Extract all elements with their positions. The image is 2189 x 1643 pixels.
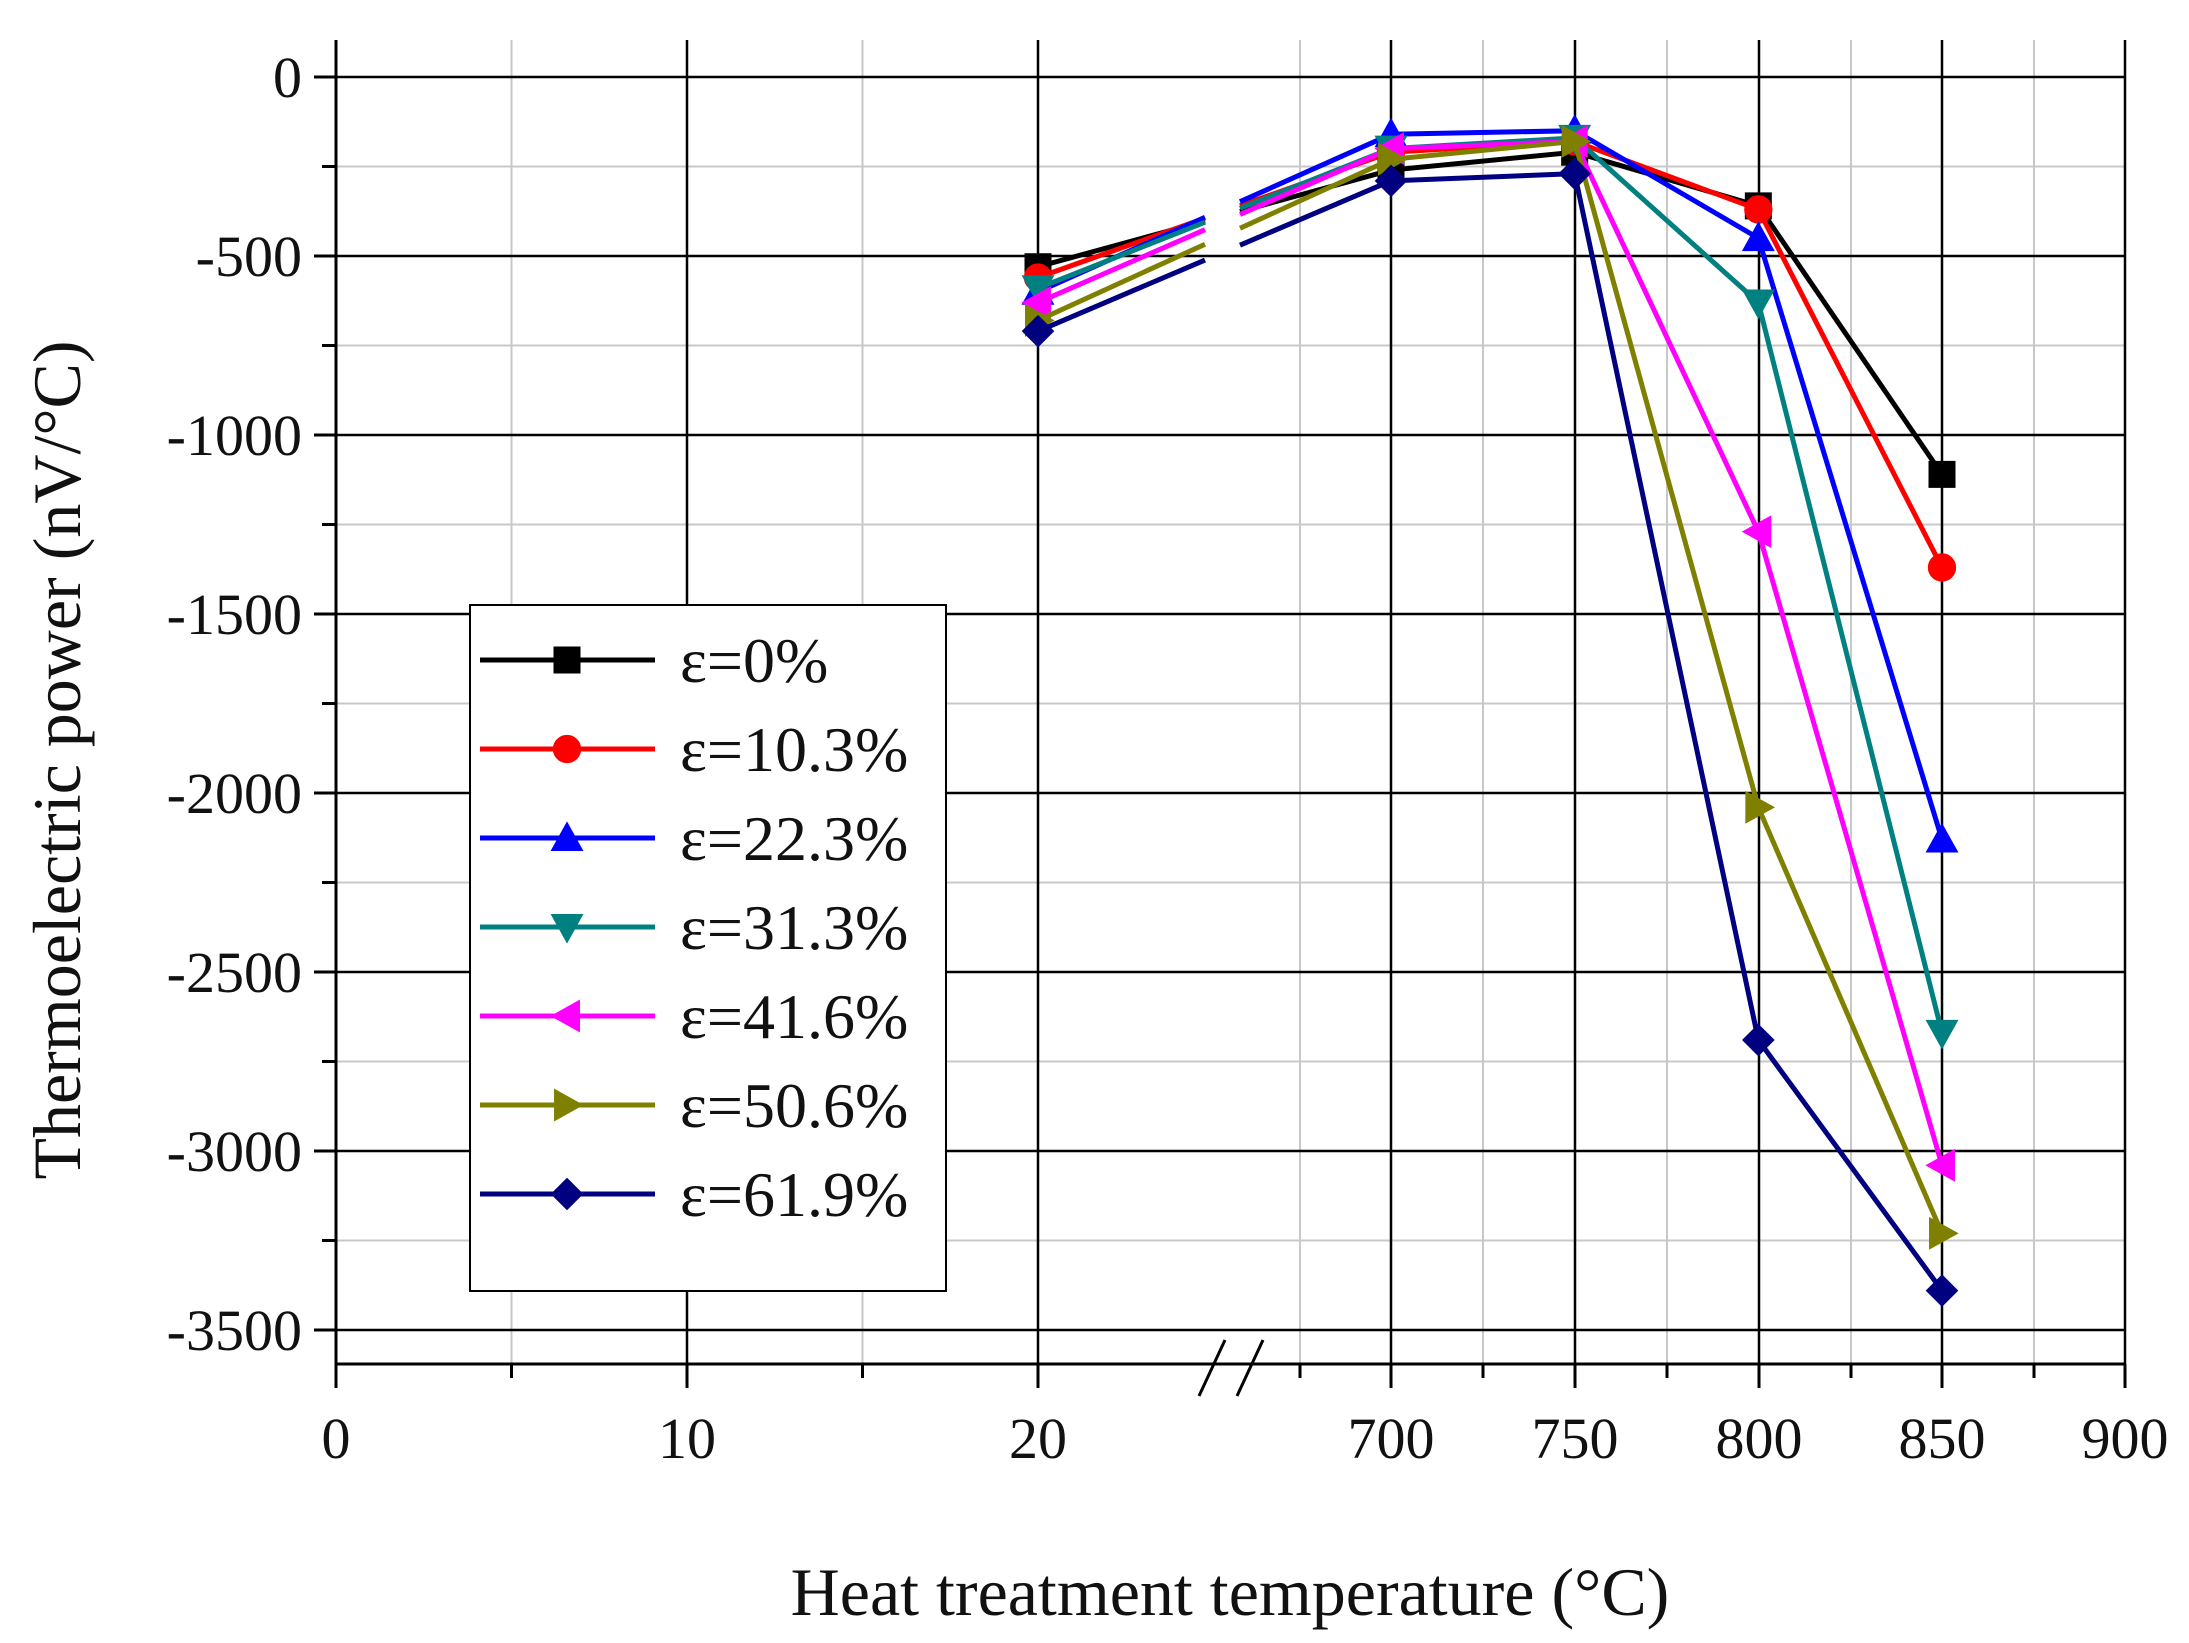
data-point — [1925, 822, 1959, 853]
series-line — [1239, 171, 1945, 1293]
x-tick-label: 10 — [658, 1406, 716, 1471]
y-tick-label: -1500 — [167, 582, 302, 647]
data-point — [1744, 195, 1773, 224]
data-point — [1021, 314, 1055, 348]
data-point — [1925, 1148, 1955, 1182]
y-tick-label: -2500 — [167, 940, 302, 1005]
series-line — [1238, 128, 1945, 841]
x-tick-label: 750 — [1532, 1406, 1619, 1471]
x-tick-label: 900 — [2082, 1406, 2169, 1471]
legend-label: ε=41.6% — [680, 981, 908, 1052]
x-tick-label: 20 — [1009, 1406, 1067, 1471]
data-point — [1741, 289, 1775, 320]
x-tick-label: 800 — [1716, 1406, 1803, 1471]
series-line — [1239, 135, 1945, 1034]
data-point — [1925, 1019, 1959, 1050]
data-point — [1558, 157, 1591, 190]
series-line-segment — [1036, 241, 1207, 323]
series-group — [1023, 127, 1957, 582]
series-group — [1021, 157, 1959, 1307]
x-tick-label: 700 — [1348, 1406, 1435, 1471]
x-axis-break-mark-left — [1197, 1339, 1227, 1397]
axis-ticks — [314, 75, 2127, 1388]
series-line — [1239, 138, 1945, 1167]
y-axis-title: Thermoelectric power (nV/°C) — [19, 340, 95, 1179]
series-line — [1238, 138, 1945, 1235]
y-tick-label: -1000 — [167, 403, 302, 468]
legend-box — [469, 604, 947, 1292]
data-point — [1925, 1274, 1959, 1307]
data-point — [1741, 221, 1775, 252]
data-point — [550, 999, 580, 1033]
series-line-segment — [1037, 227, 1206, 305]
y-tick-label: 0 — [273, 45, 302, 110]
data-point — [552, 734, 582, 764]
data-point — [1927, 553, 1957, 582]
series — [1021, 114, 1959, 1307]
tick-labels: 0 -500 -1000 -1500 -2000 -2500 -3000 -3500 0 10 20… — [167, 45, 2169, 1471]
legend-label: ε=10.3% — [680, 714, 908, 785]
x-tick-label: 850 — [1899, 1406, 1986, 1471]
y-tick-label: -500 — [196, 224, 302, 289]
x-axis-title: Heat treatment temperature (°C) — [791, 1554, 1670, 1630]
legend-entry: ε=10.3% — [480, 714, 908, 785]
y-tick-label: -3500 — [167, 1298, 302, 1363]
data-point — [550, 821, 584, 851]
legend-label: ε=22.3% — [680, 803, 908, 874]
x-tick-label: 0 — [322, 1406, 351, 1471]
legend-label: ε=61.9% — [680, 1159, 908, 1230]
series-line-segment — [1037, 257, 1206, 334]
legend-entry: ε=61.9% — [480, 1159, 908, 1230]
x-axis-break-mark-right — [1235, 1339, 1265, 1397]
legend-entry: ε=31.3% — [480, 892, 908, 963]
legend-label: ε=0% — [680, 625, 828, 696]
data-point — [1745, 790, 1775, 824]
data-point — [1374, 164, 1408, 198]
legend-label: ε=31.3% — [680, 892, 908, 963]
legend-entry: ε=41.6% — [480, 981, 908, 1052]
legend-entry: ε=22.3% — [480, 803, 908, 874]
legend-entry: ε=50.6% — [480, 1070, 908, 1141]
data-point — [554, 1088, 584, 1122]
data-point — [1928, 460, 1956, 488]
legend-label: ε=50.6% — [680, 1070, 908, 1141]
y-tick-label: -2000 — [167, 761, 302, 826]
data-point — [550, 914, 584, 944]
data-point — [1929, 1216, 1959, 1250]
data-point — [550, 1177, 584, 1211]
data-point — [1561, 124, 1592, 158]
y-tick-label: -3000 — [167, 1119, 302, 1184]
data-point — [553, 646, 581, 674]
legend: ε=0% ε=10.3% ε=22.3% ε=31.3% ε=41.6% ε=50.6% ε… — [469, 604, 947, 1292]
data-point — [1742, 1023, 1775, 1057]
legend-entry: ε=0% — [480, 625, 828, 696]
series-line-segment — [1037, 219, 1206, 291]
series-group — [1025, 124, 1959, 1250]
data-point — [1741, 515, 1772, 549]
